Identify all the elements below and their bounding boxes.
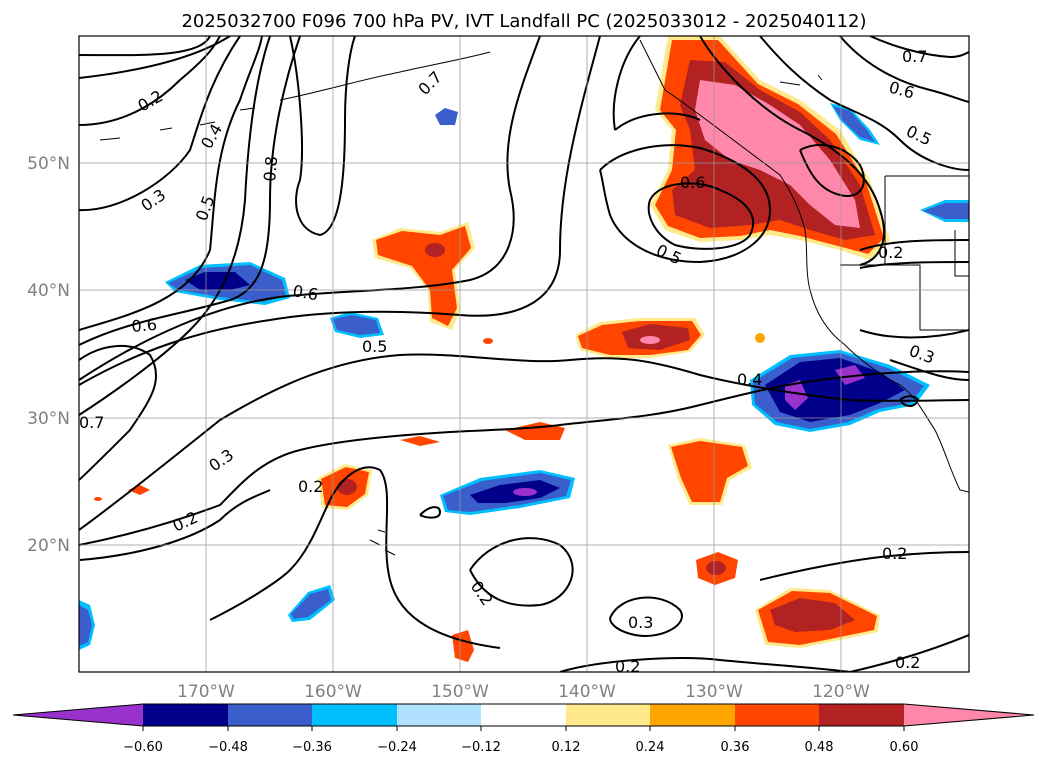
lat-tick-label: 20°N xyxy=(27,536,70,556)
contour-label: 0.7 xyxy=(902,47,927,66)
contour-label: 0.2 xyxy=(615,657,640,676)
contour-label: 0.6 xyxy=(680,173,705,192)
contour-label: 0.3 xyxy=(628,613,653,632)
map-frame xyxy=(78,35,970,673)
colorbar-tick-label: −0.36 xyxy=(292,740,332,755)
lon-tick-label: 150°W xyxy=(431,682,489,702)
contour-label: 0.2 xyxy=(895,653,920,672)
colorbar-tick-label: −0.24 xyxy=(377,740,417,755)
colorbar-tick-label: −0.60 xyxy=(123,740,163,755)
colorbar-tick-label: −0.12 xyxy=(461,740,501,755)
shaded-fields xyxy=(79,36,969,662)
colorbar-segment xyxy=(650,704,735,726)
positive-anomaly-130w xyxy=(668,438,752,505)
positive-anomaly-southeast xyxy=(755,588,880,648)
contour-label: 0.2 xyxy=(882,544,907,563)
lon-tick-label: 170°W xyxy=(177,682,235,702)
contour-label: 0.6 xyxy=(291,281,319,304)
positive-anomaly-137w xyxy=(575,318,705,358)
colorbar-tick-label: −0.48 xyxy=(208,740,248,755)
colorbar-segment xyxy=(143,704,228,726)
colorbar-segment xyxy=(397,704,481,726)
contour-label: 0.6 xyxy=(131,315,158,336)
colorbar-segment xyxy=(481,704,566,726)
contour-label: 0.4 xyxy=(737,370,762,389)
colorbar-tick-label: 0.36 xyxy=(721,740,750,755)
colorbar: −0.60 −0.48 −0.36 −0.24 −0.12 0.12 0.24 … xyxy=(12,703,1035,755)
lat-tick-label: 30°N xyxy=(27,409,70,429)
colorbar-ticks xyxy=(142,726,905,731)
colorbar-segment xyxy=(735,704,819,726)
lat-tick-label: 40°N xyxy=(27,281,70,301)
negative-anomaly-small xyxy=(79,103,969,650)
colorbar-segment xyxy=(312,704,397,726)
positive-anomaly-central xyxy=(372,222,475,330)
colorbar-tick-label: 0.12 xyxy=(552,740,581,755)
pv-contours xyxy=(79,36,969,672)
contour-label: 0.2 xyxy=(878,243,903,262)
colorbar-extend-high xyxy=(904,704,1034,726)
lat-tick-label: 50°N xyxy=(27,154,70,174)
negative-anomaly-sw-us xyxy=(750,350,930,432)
positive-anomaly-pnw xyxy=(650,36,890,260)
map-panel: 0.2 0.4 0.3 0.5 0.8 0.7 0.6 0.6 0.7 0.6 … xyxy=(78,35,970,676)
contour-label: 0.5 xyxy=(362,337,387,356)
lon-tick-label: 130°W xyxy=(685,682,743,702)
colorbar-segment xyxy=(566,704,650,726)
contour-label: 0.8 xyxy=(260,155,281,182)
colorbar-tick-label: 0.48 xyxy=(805,740,834,755)
lon-tick-label: 160°W xyxy=(304,682,362,702)
colorbar-tick-labels: −0.60 −0.48 −0.36 −0.24 −0.12 0.12 0.24 … xyxy=(123,740,918,755)
contour-label: 0.2 xyxy=(298,477,323,496)
colorbar-tick-label: 0.24 xyxy=(636,740,665,755)
colorbar-segment xyxy=(819,704,904,726)
negative-anomaly-144w xyxy=(440,470,575,515)
lon-tick-label: 140°W xyxy=(558,682,616,702)
colorbar-segment xyxy=(228,704,312,726)
colorbar-extend-low xyxy=(13,704,143,726)
colorbar-tick-label: 0.60 xyxy=(890,740,919,755)
lon-tick-label: 120°W xyxy=(812,682,870,702)
lon-tick-labels: 170°W 160°W 150°W 140°W 130°W 120°W xyxy=(177,682,870,702)
figure-title: 2025032700 F096 700 hPa PV, IVT Landfall… xyxy=(181,11,866,32)
gridlines xyxy=(79,36,969,672)
contour-label: 0.7 xyxy=(79,413,104,432)
lat-tick-labels: 20°N 30°N 40°N 50°N xyxy=(27,154,70,556)
